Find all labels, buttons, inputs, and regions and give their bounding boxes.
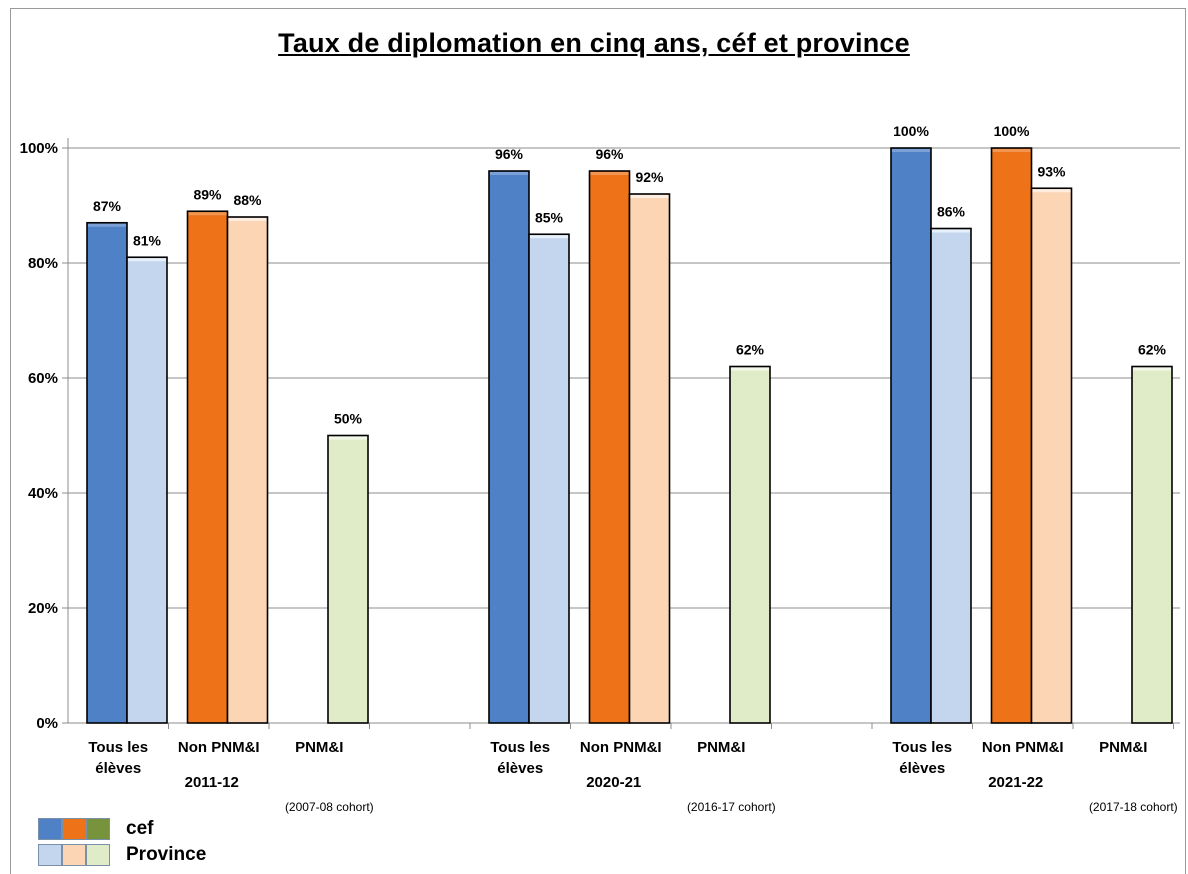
bar-province-highlight (228, 218, 267, 221)
x-category-label: PNM&I (1099, 739, 1147, 756)
legend-swatch-cef-blue (38, 818, 62, 840)
bar-province (327, 434, 369, 724)
bar-province-highlight (530, 235, 568, 239)
bar-province-highlight (731, 367, 769, 371)
bar-province-highlight (128, 258, 166, 262)
bar-province (628, 193, 671, 724)
bar-province-highlight (1032, 189, 1071, 193)
bar-cef (488, 170, 530, 724)
bar-province-highlight (630, 195, 669, 198)
chart-frame (10, 8, 1186, 874)
bar-cef-label: 100% (994, 123, 1030, 139)
x-category-label: Tous les (892, 739, 952, 756)
bar-province-highlight (329, 436, 367, 440)
bar-province (729, 365, 771, 724)
bar-cef-highlight (188, 212, 227, 216)
legend-swatch-province-blue (38, 844, 62, 866)
legend-label-province: Province (126, 844, 207, 865)
bar-province (528, 233, 570, 724)
bar-cef-label: 96% (495, 146, 524, 162)
bar-province (1131, 365, 1173, 724)
bar-cef-highlight (992, 149, 1031, 152)
bar-province-label: 50% (334, 411, 363, 427)
bar-cef (86, 221, 128, 724)
bar-cef-highlight (88, 223, 126, 227)
y-tick-label: 20% (28, 600, 58, 617)
y-tick-label: 0% (36, 715, 58, 732)
x-group-cohort-label: (2016-17 cohort) (687, 800, 776, 814)
bar-cef (990, 147, 1033, 724)
x-category-label: élèves (95, 760, 141, 777)
x-category-label: PNM&I (295, 739, 343, 756)
bar-province-label: 92% (635, 169, 664, 185)
x-group-year-label: 2020-21 (586, 774, 641, 791)
y-tick-label: 40% (28, 485, 58, 502)
bar-cef-label: 96% (595, 146, 624, 162)
x-group-cohort-label: (2017-18 cohort) (1089, 800, 1178, 814)
x-group-cohort-label: (2007-08 cohort) (285, 800, 374, 814)
legend-swatch-cef-orange (62, 818, 86, 840)
bar-province-label: 88% (233, 192, 262, 208)
bar-province-label: 62% (1138, 342, 1167, 358)
x-category-label: élèves (497, 760, 543, 777)
bar-cef (186, 210, 229, 724)
bar-province-label: 86% (937, 204, 966, 220)
bar-cef-highlight (892, 149, 930, 152)
y-tick-label: 60% (28, 370, 58, 387)
bar-province-label: 85% (535, 209, 564, 225)
bar-province-label: 62% (736, 342, 765, 358)
x-group-year-label: 2021-22 (988, 774, 1043, 791)
bar-province (1030, 187, 1073, 724)
bar-province (126, 256, 168, 724)
bar-province (930, 227, 972, 724)
x-group-year-label: 2011-12 (185, 774, 239, 791)
bar-cef-label: 89% (193, 186, 222, 202)
chart-title: Taux de diplomation en cinq ans, céf et … (278, 28, 910, 58)
bar-cef (588, 170, 631, 724)
bar-province-highlight (1133, 367, 1171, 371)
bar-cef (890, 147, 932, 724)
bar-province-highlight (932, 229, 970, 233)
x-category-label: Non PNM&I (580, 739, 662, 756)
y-tick-label: 100% (20, 140, 58, 157)
x-category-label: Non PNM&I (178, 739, 260, 756)
legend-swatch-province-green (86, 844, 110, 866)
bar-province (226, 216, 269, 724)
legend-swatch-cef-green (86, 818, 110, 840)
legend-label-cef: cef (126, 818, 154, 839)
x-category-label: Tous les (88, 739, 148, 756)
bar-cef-highlight (590, 172, 629, 175)
bar-cef-label: 87% (93, 198, 122, 214)
bar-province-label: 93% (1037, 163, 1066, 179)
bar-province-label: 81% (133, 232, 162, 248)
y-tick-label: 80% (28, 255, 58, 272)
x-category-label: Tous les (490, 739, 550, 756)
x-category-label: Non PNM&I (982, 739, 1064, 756)
legend-swatch-province-orange (62, 844, 86, 866)
bar-cef-label: 100% (893, 123, 929, 139)
x-category-label: PNM&I (697, 739, 745, 756)
bar-cef-highlight (490, 172, 528, 175)
x-category-label: élèves (899, 760, 945, 777)
